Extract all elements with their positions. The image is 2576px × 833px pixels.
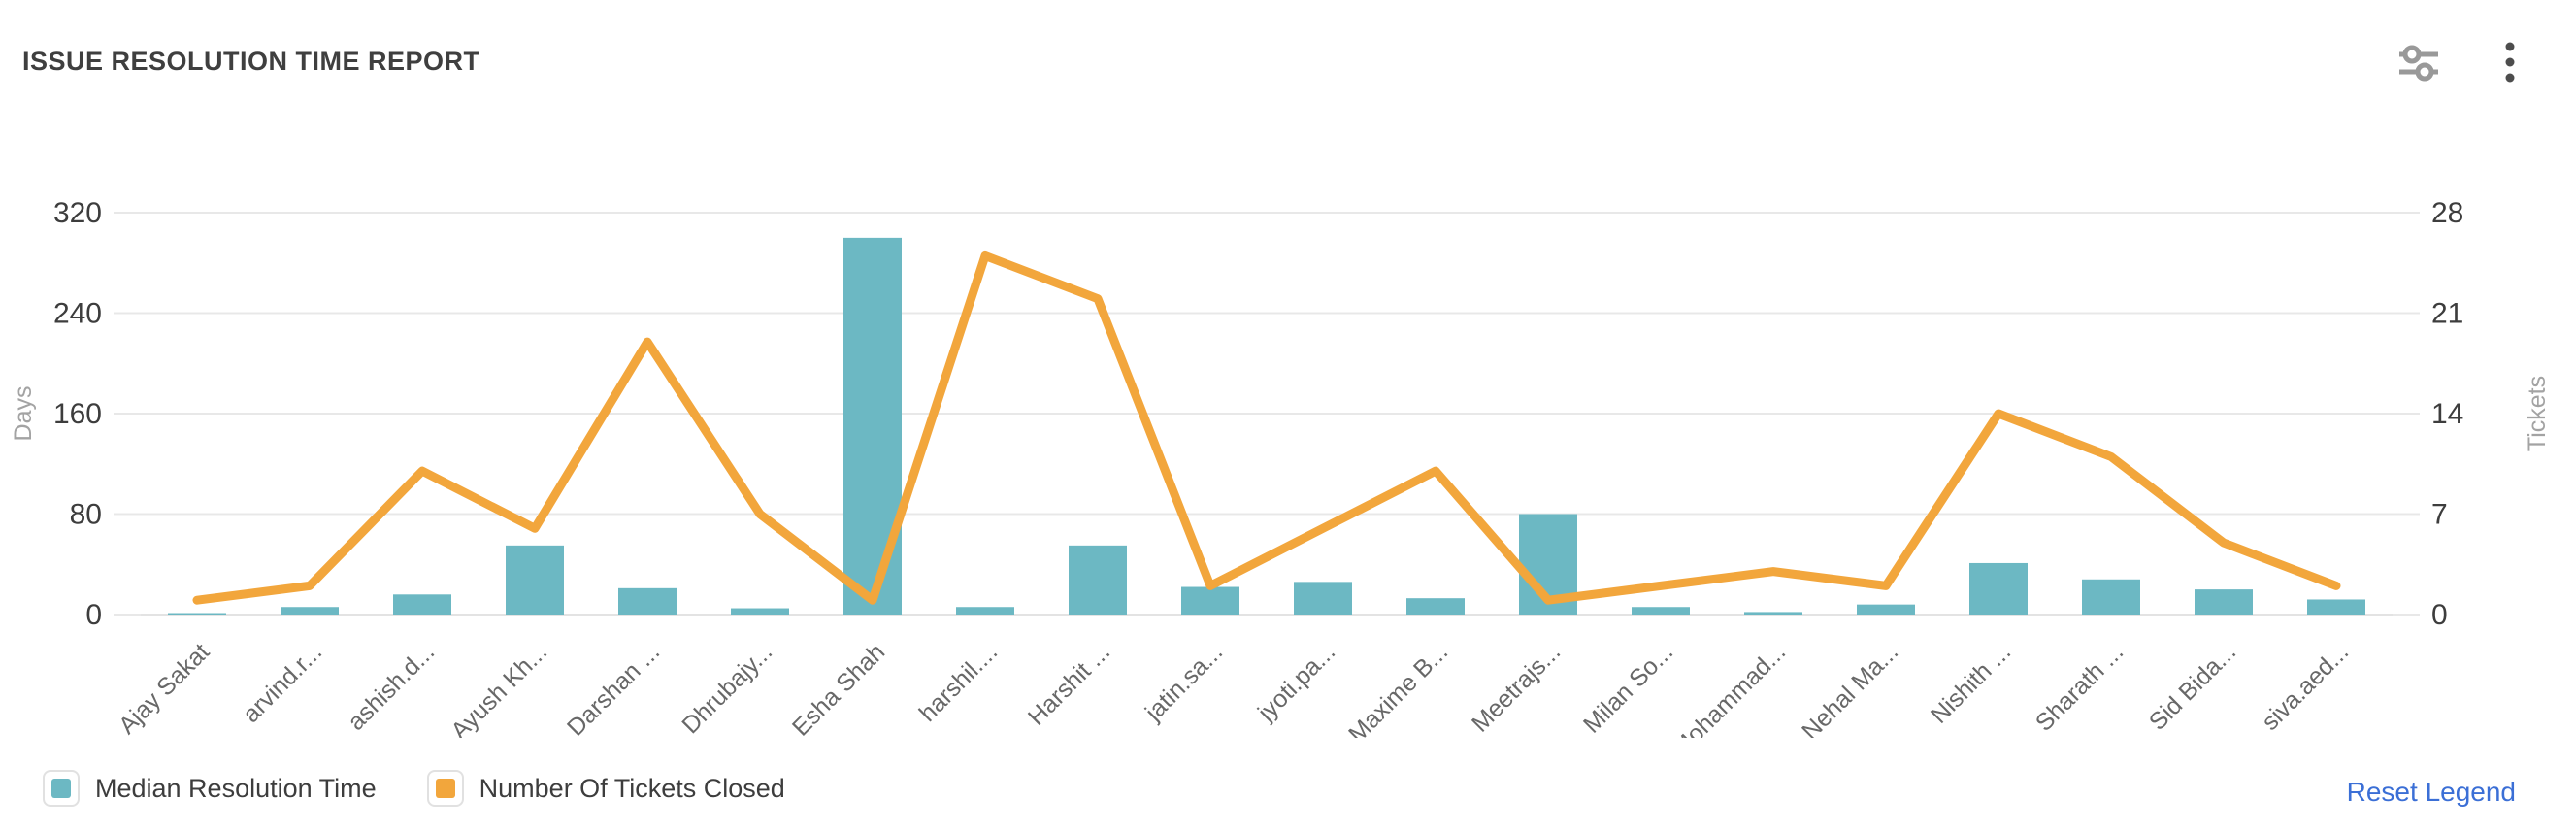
bar-Sid Bida...[interactable] [2195,589,2253,615]
bar-Darshan ...[interactable] [618,587,677,615]
bar-Dhrubajy...[interactable] [731,608,789,615]
bar-Mohammad...[interactable] [1744,612,1802,615]
left-axis-tick-label: 80 [70,499,102,531]
left-axis-tick-label: 240 [53,298,102,330]
x-category-label: ashish.d... [343,638,440,735]
bar-Nishith ...[interactable] [1969,562,2028,615]
x-category-label: arvind.r... [238,638,328,728]
left-axis-tick-label: 320 [53,197,102,229]
right-axis-tick-label: 28 [2431,197,2463,229]
bar-harshil....[interactable] [956,607,1014,615]
x-category-label: Nishith ... [1926,638,2016,728]
x-category-label: Harshit ... [1023,638,1115,730]
legend-swatch-box [426,770,464,807]
page-title: ISSUE RESOLUTION TIME REPORT [22,47,480,76]
right-axis-tick-label: 21 [2431,298,2463,330]
kebab-menu-icon[interactable] [2487,39,2533,85]
bar-Milan So...[interactable] [1632,607,1690,615]
right-axis-tick-label: 0 [2431,599,2448,631]
left-axis-tick-label: 0 [85,599,102,631]
bar-Maxime B...[interactable] [1406,598,1465,615]
x-category-label: Sid Bida... [2144,638,2241,735]
legend-swatch-box [43,770,80,807]
left-axis-tick-label: 160 [53,398,102,430]
bar-Sharath ...[interactable] [2082,579,2140,615]
x-category-label: Dhrubajy... [677,638,777,738]
x-category-label: Milan So... [1578,638,1678,738]
left-axis-name: Days [10,386,37,442]
right-axis-tick-label: 7 [2431,499,2448,531]
legend-swatch [435,779,455,798]
legend-item-number-of-tickets-closed[interactable]: Number Of Tickets Closed [426,770,785,807]
bar-jyoti.pa...[interactable] [1294,582,1352,615]
x-category-label: jatin.sa... [1139,638,1228,726]
x-category-label: Sharath ... [2031,638,2129,736]
legend-item-median-resolution-time[interactable]: Median Resolution Time [43,770,377,807]
bar-Esha Shah[interactable] [843,237,902,615]
right-axis-tick-label: 14 [2431,398,2463,430]
right-axis-name: Tickets [2524,376,2551,451]
x-category-label: harshil.... [914,638,1004,727]
bar-arvind.r...[interactable] [281,607,339,615]
x-category-label: Esha Shah [787,638,890,738]
legend-label: Number Of Tickets Closed [479,773,785,803]
x-category-label: Maxime B... [1343,638,1453,738]
bar-Nehal Ma...[interactable] [1857,604,1915,615]
x-category-label: Darshan ... [562,638,665,738]
legend-label: Median Resolution Time [95,773,377,803]
x-category-label: Ayush Kh... [446,638,552,738]
chart-svg: 0 0 80 7 160 14 240 21 320 28 Days Tickets Ajay Saka… [10,197,2551,738]
x-category-label: Ajay Sakat [114,638,215,738]
header-actions [2395,39,2533,85]
bar-Harshit ...[interactable] [1069,545,1127,615]
x-category-label: Mohammad... [1667,638,1791,738]
bar-ashish.d...[interactable] [393,594,451,615]
bar-Ajay Sakat[interactable] [168,613,226,616]
bar-siva.aed...[interactable] [2307,599,2365,615]
legend-swatch [51,779,71,798]
x-category-label: jyoti.pa... [1252,638,1340,726]
x-category-label: siva.aed... [2257,638,2354,735]
x-category-label: Meetrajs... [1467,638,1566,737]
filter-sliders-icon[interactable] [2395,39,2442,85]
chart-legend: Median Resolution Time Number Of Tickets… [43,770,785,807]
line-series[interactable] [192,250,2341,605]
x-category-label: Nehal Ma... [1797,638,1903,738]
bar-Ayush Kh...[interactable] [506,545,564,615]
reset-legend-link[interactable]: Reset Legend [2346,777,2516,807]
bar-jatin.sa...[interactable] [1181,586,1239,615]
